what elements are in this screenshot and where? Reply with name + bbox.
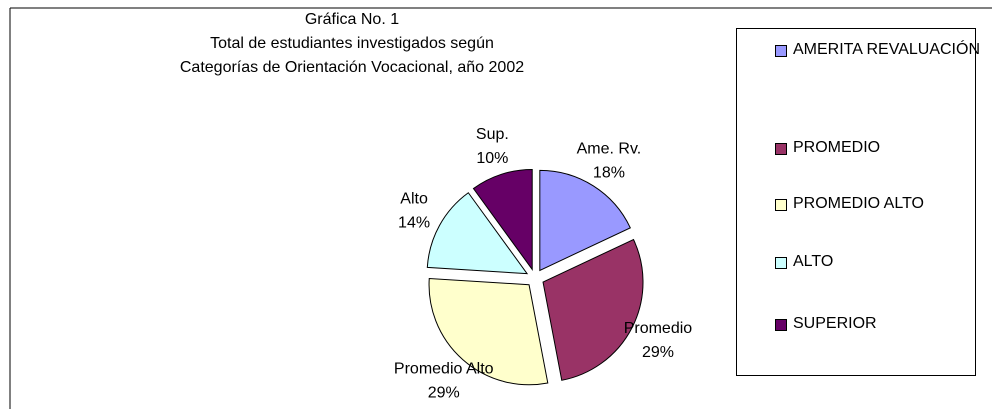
legend-label: SUPERIOR [793,315,877,332]
legend-item: AMERITA REVALUACIÓN [775,39,989,61]
pie-slice [472,168,533,271]
legend-item: PROMEDIO ALTO [775,193,989,215]
value-label: 18% [593,165,625,182]
pie-slice [428,277,549,386]
legend-label: AMERITA REVALUACIÓN [793,41,980,58]
slice-label: Alto [400,191,428,208]
chart-title: Gráfica No. 1 [305,11,399,28]
slice-label: Promedio Alto [394,361,494,378]
legend-item: PROMEDIO [775,137,989,159]
pie-slice [426,192,529,275]
legend-item: ALTO [775,251,989,273]
legend-label: ALTO [793,253,834,270]
pie-slice [542,238,644,381]
slice-label: Ame. Rv. [577,141,642,158]
legend-swatch [775,319,787,331]
chart-title: Categorías de Orientación Vocacional, añ… [180,59,524,76]
value-label: 14% [398,215,430,232]
pie-slice [539,169,631,272]
legend-label: PROMEDIO [793,139,881,156]
value-label: 29% [642,344,674,361]
legend-swatch [775,45,787,57]
slice-label: Sup. [476,126,509,143]
legend-swatch [775,199,787,211]
chart-title: Total de estudiantes investigados según [210,35,494,52]
value-label: 10% [476,150,508,167]
legend-item: SUPERIOR [775,313,989,335]
legend-label: PROMEDIO ALTO [793,195,924,212]
legend: AMERITA REVALUACIÓN PROMEDIO PROMEDIO ALTO… [736,28,980,376]
legend-swatch [775,257,787,269]
value-label: 29% [428,385,460,402]
slice-label: Promedio [624,320,693,337]
legend-swatch [775,143,787,155]
